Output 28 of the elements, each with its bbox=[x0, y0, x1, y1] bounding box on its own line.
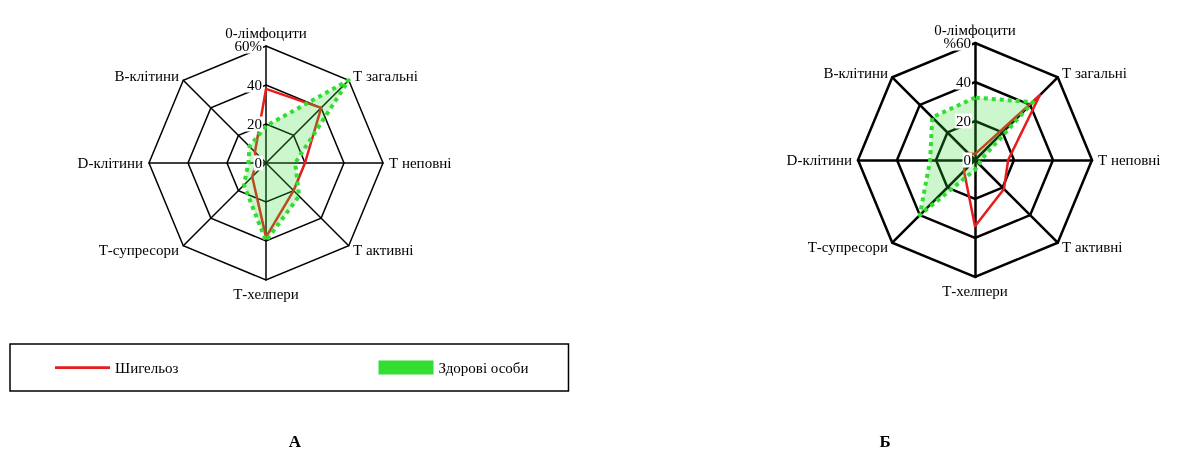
text: А bbox=[288, 432, 302, 451]
legend-label: Шигельоз bbox=[115, 359, 179, 376]
spoke-label: D-клітини bbox=[77, 155, 143, 171]
spoke-label: D-клітини bbox=[786, 152, 852, 168]
text: Б bbox=[879, 432, 891, 451]
spoke-label: В-клітини bbox=[114, 68, 180, 85]
spoke-label: Т неповні bbox=[1098, 152, 1161, 168]
spoke-label: Т активні bbox=[1061, 238, 1123, 255]
spoke-label: Т неповні bbox=[389, 155, 452, 171]
y-tick-label: 0 bbox=[254, 155, 262, 171]
legend-label: Здорові особи bbox=[438, 359, 529, 376]
y-tick-label: 20 bbox=[956, 113, 971, 129]
spoke-label: В-клітини bbox=[823, 65, 889, 82]
spoke-label: Т загальні bbox=[352, 68, 418, 85]
y-tick-label: 40 bbox=[247, 77, 262, 93]
y-tick-label: 20 bbox=[247, 116, 262, 132]
spoke-label: Т-супресори bbox=[98, 241, 180, 258]
spoke-label: Т-хелпери bbox=[942, 282, 1008, 299]
y-tick-label: 40 bbox=[956, 74, 971, 90]
y-tick-label: %60 bbox=[943, 35, 971, 51]
spoke-label: Т-хелпери bbox=[233, 285, 299, 302]
y-tick-label: 60% bbox=[234, 38, 262, 54]
spoke-label: Т-супресори bbox=[807, 238, 889, 255]
spoke-label: 0-лімфоцити bbox=[225, 24, 307, 41]
spoke-label: Т активні bbox=[352, 241, 414, 258]
spoke-label: Т загальні bbox=[1061, 65, 1127, 82]
y-tick-label: 0 bbox=[963, 152, 971, 168]
spoke-label: 0-лімфоцити bbox=[934, 21, 1016, 38]
